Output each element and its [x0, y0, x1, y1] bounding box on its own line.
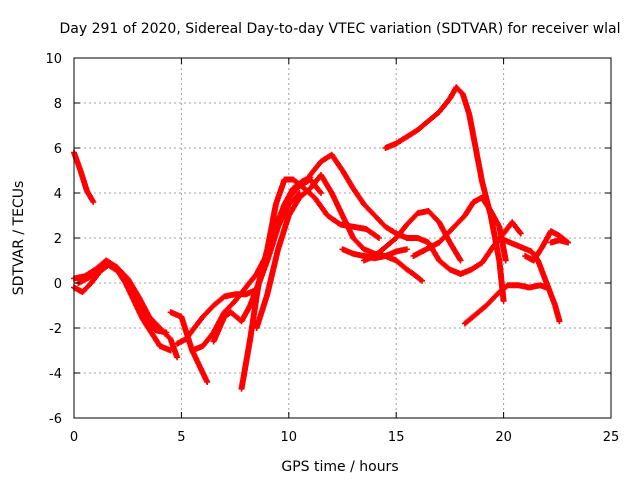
y-tick-label: 2 [54, 232, 62, 247]
y-tick-label: -2 [49, 322, 62, 337]
series-markers [461, 282, 550, 327]
y-tick-label: 6 [54, 142, 62, 157]
series-markers [496, 235, 563, 325]
series-markers [382, 84, 507, 304]
x-tick-label: 5 [177, 430, 185, 445]
series-arc9 [238, 176, 382, 392]
x-tick-label: 20 [495, 430, 512, 445]
axes: 0 5 10 15 20 25 -6 -4 -2 0 2 4 6 8 10 [45, 52, 619, 445]
series-markers [238, 176, 382, 392]
y-tick-label: 8 [54, 97, 62, 112]
y-tick-label: 10 [45, 52, 62, 67]
y-tick-label: -6 [49, 412, 62, 427]
y-axis-label: SDTVAR / TECUs [11, 181, 27, 296]
series-markers [436, 219, 524, 277]
x-tick-label: 0 [70, 430, 78, 445]
series-arc1 [71, 149, 97, 205]
series-markers [307, 151, 443, 264]
series-layer [71, 84, 571, 392]
y-tick-label: 0 [54, 277, 62, 292]
series-markers [71, 149, 97, 205]
series-arc17 [461, 282, 550, 327]
y-tick-label: -4 [49, 367, 62, 382]
grid [74, 58, 611, 418]
series-markers [547, 237, 571, 246]
series-arc19 [522, 228, 571, 264]
series-arc14 [382, 84, 507, 304]
x-tick-label: 15 [388, 430, 405, 445]
series-arc18 [496, 235, 563, 325]
series-arc11 [307, 151, 443, 264]
x-tick-label: 25 [603, 430, 620, 445]
chart-title: Day 291 of 2020, Sidereal Day-to-day VTE… [59, 21, 620, 37]
series-arc20 [547, 237, 571, 246]
series-markers [522, 228, 571, 264]
x-axis-label: GPS time / hours [281, 459, 398, 475]
x-tick-label: 10 [281, 430, 298, 445]
series-arc16 [436, 219, 524, 277]
y-tick-label: 4 [54, 187, 62, 202]
